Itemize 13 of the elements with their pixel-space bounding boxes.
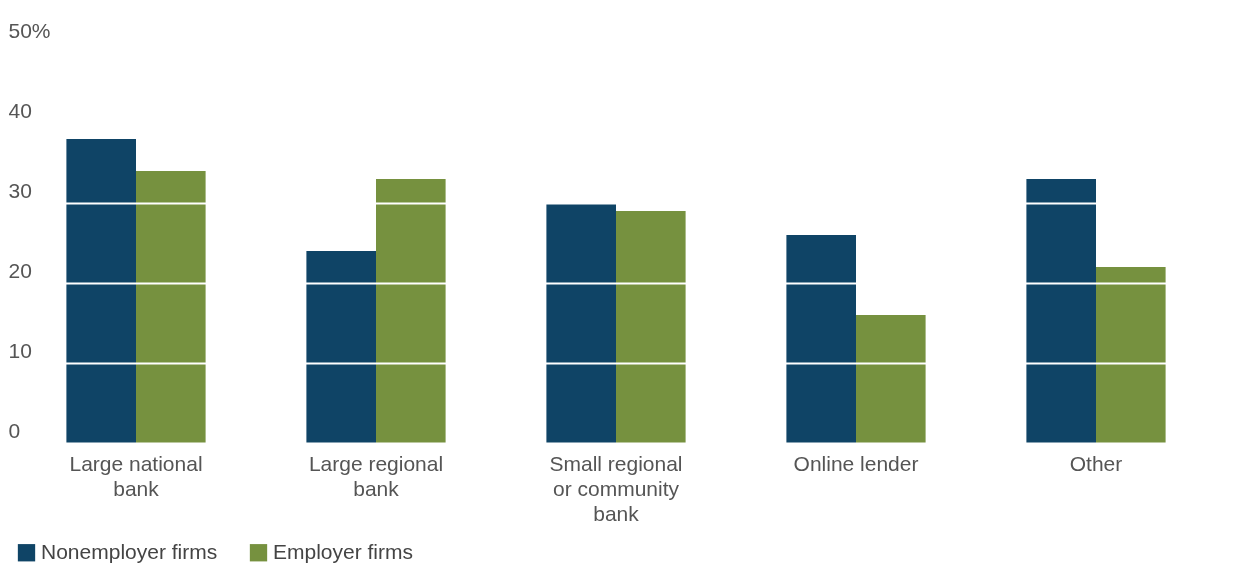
x-tick-label: Large regional bank [308, 451, 444, 500]
legend-label: Employer firms [273, 539, 414, 563]
y-tick-label: 40 [8, 98, 32, 122]
x-tick-label: Other [1069, 451, 1123, 475]
legend-label: Nonemployer firms [41, 539, 218, 563]
y-tick-label: 30 [8, 178, 32, 202]
y-tick-label: 0 [8, 418, 21, 442]
x-tick-label: Online lender [793, 451, 919, 475]
y-tick-label: 20 [8, 258, 32, 282]
y-tick-label: 10 [8, 338, 32, 362]
y-tick-label: 50% [8, 18, 51, 42]
x-tick-label: Large national bank [69, 451, 203, 500]
x-tick-label: Small regional or community bank [549, 451, 683, 525]
